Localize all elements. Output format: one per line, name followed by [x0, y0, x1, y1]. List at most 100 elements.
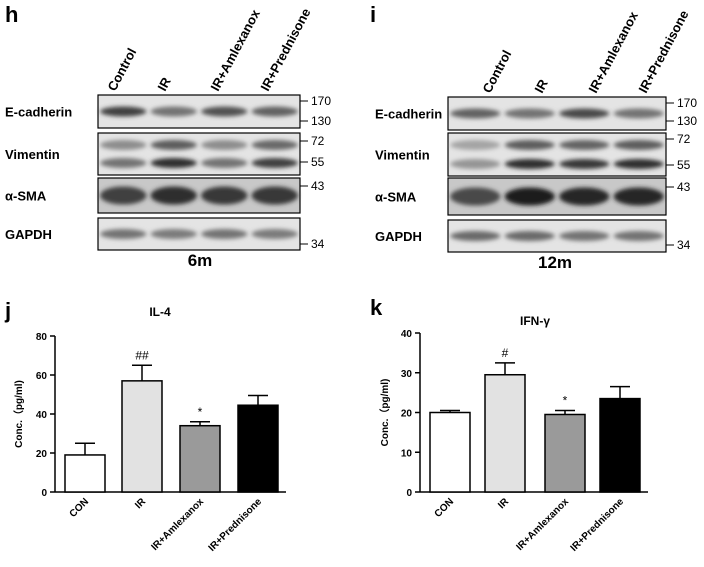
time-label: 12m — [538, 253, 572, 272]
band — [150, 229, 197, 239]
x-tick-label: CON — [68, 496, 92, 520]
bar — [237, 404, 279, 493]
band — [450, 187, 501, 206]
y-axis-label: Conc.（pg/ml) — [12, 380, 25, 448]
lane-label: Control — [104, 46, 139, 94]
band — [450, 231, 501, 241]
panel-label: i — [370, 2, 376, 27]
x-tick-label: IR+Amlexanox — [514, 496, 571, 553]
band — [251, 140, 298, 150]
blot-box — [447, 132, 667, 177]
y-tick-label: 40 — [401, 329, 413, 340]
band — [559, 108, 610, 119]
band — [613, 108, 664, 119]
band — [150, 106, 197, 117]
marker-label: 34 — [677, 238, 691, 252]
band — [251, 229, 298, 239]
x-tick-label: IR — [496, 496, 511, 511]
band — [613, 140, 664, 150]
marker-label: 43 — [677, 180, 691, 194]
lane-label: IR — [531, 76, 551, 95]
time-label: 6m — [188, 251, 213, 270]
y-tick-label: 20 — [36, 449, 48, 460]
marker-label: 55 — [677, 158, 691, 172]
band — [150, 186, 197, 205]
band — [100, 106, 147, 117]
band — [201, 106, 248, 117]
band — [559, 231, 610, 241]
row-label: Vimentin — [375, 148, 430, 163]
marker-label: 72 — [311, 134, 325, 148]
band — [201, 140, 248, 150]
y-tick-label: 60 — [36, 371, 48, 382]
x-tick-label: IR — [133, 496, 148, 511]
row-label: Vimentin — [5, 147, 60, 162]
band — [251, 106, 298, 117]
band — [251, 158, 298, 168]
band — [100, 158, 147, 168]
band — [504, 231, 555, 241]
band — [450, 140, 501, 150]
row-label: α-SMA — [375, 190, 417, 205]
band — [150, 140, 197, 150]
marker-label: 170 — [677, 96, 697, 110]
band — [559, 187, 610, 206]
band — [100, 186, 147, 205]
band — [613, 159, 664, 169]
band — [613, 231, 664, 241]
band — [201, 229, 248, 239]
band — [251, 186, 298, 205]
lane-label: IR — [154, 74, 174, 93]
y-tick-label: 10 — [401, 448, 413, 459]
band — [450, 108, 501, 119]
band — [201, 186, 248, 205]
marker-label: 170 — [311, 94, 331, 108]
y-tick-label: 80 — [36, 332, 48, 343]
bar — [64, 454, 106, 493]
marker-label: 43 — [311, 179, 325, 193]
chart-title: IL-4 — [149, 305, 171, 319]
significance: * — [198, 405, 203, 419]
band — [150, 158, 197, 168]
band — [504, 140, 555, 150]
band — [613, 187, 664, 206]
blot-box — [97, 132, 301, 176]
band — [100, 229, 147, 239]
bar — [121, 380, 163, 493]
band — [450, 159, 501, 169]
band — [559, 159, 610, 169]
bar — [544, 413, 586, 493]
panel-label: j — [4, 298, 11, 323]
y-tick-label: 30 — [401, 369, 413, 380]
bar — [179, 424, 221, 493]
x-tick-label: IR+Amlexanox — [149, 496, 206, 553]
row-label: GAPDH — [375, 229, 422, 244]
x-tick-label: IR+Prednisone — [569, 496, 627, 554]
row-label: E-cadherin — [5, 105, 72, 120]
marker-label: 130 — [677, 114, 697, 128]
marker-label: 34 — [311, 237, 325, 251]
y-tick-label: 20 — [401, 409, 413, 420]
lane-label: IR+Prednisone — [635, 8, 691, 96]
band — [100, 140, 147, 150]
marker-label: 55 — [311, 155, 325, 169]
row-label: E-cadherin — [375, 107, 442, 122]
y-tick-label: 40 — [36, 410, 48, 421]
band — [504, 159, 555, 169]
significance: * — [563, 394, 568, 408]
marker-label: 72 — [677, 132, 691, 146]
marker-label: 130 — [311, 114, 331, 128]
bar — [429, 411, 471, 493]
panel-label: h — [5, 2, 18, 27]
bar — [599, 397, 641, 493]
panel-label: k — [370, 295, 383, 320]
band — [504, 108, 555, 119]
lane-label: IR+Prednisone — [257, 6, 313, 94]
y-tick-label: 0 — [41, 488, 47, 499]
lane-label: Control — [479, 48, 514, 96]
bar — [484, 373, 526, 493]
lane-label: IR+Amlexanox — [207, 6, 263, 93]
y-axis-label: Conc.（pg/ml) — [378, 379, 391, 447]
band — [559, 140, 610, 150]
